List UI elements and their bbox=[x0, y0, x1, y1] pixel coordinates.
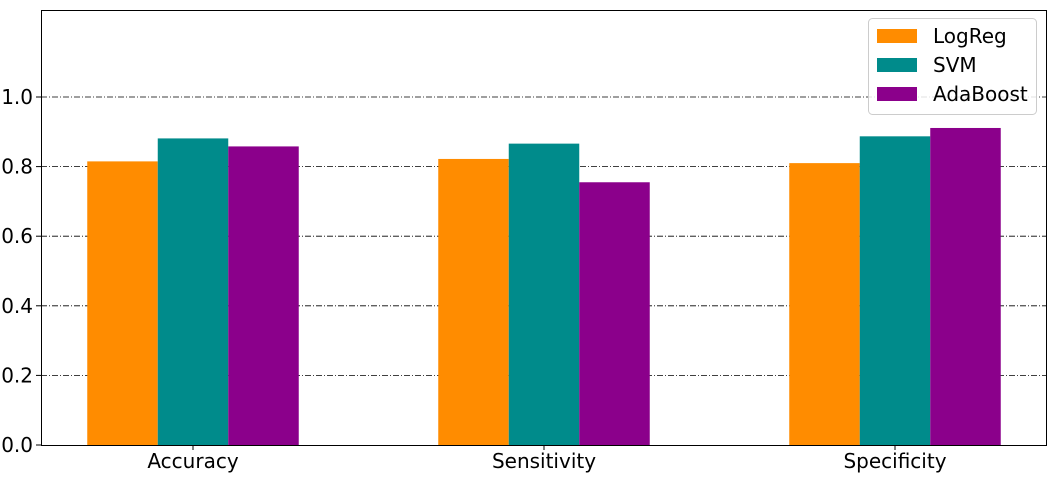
y-tick-label: 0.6 bbox=[1, 224, 33, 248]
x-axis: Accuracy Sensitivity Specificity bbox=[147, 445, 947, 473]
bar-svm-specificity bbox=[859, 136, 931, 445]
y-tick-label: 0.0 bbox=[1, 433, 33, 457]
y-tick-label: 1.0 bbox=[1, 85, 33, 109]
x-tick-label: Specificity bbox=[843, 449, 946, 473]
legend: LogReg SVM AdaBoost bbox=[868, 18, 1037, 115]
legend-label: AdaBoost bbox=[933, 82, 1028, 106]
x-tick-label: Sensitivity bbox=[492, 449, 596, 473]
legend-label: SVM bbox=[933, 53, 977, 77]
legend-swatch bbox=[877, 87, 917, 101]
bar-svm-accuracy bbox=[157, 138, 229, 446]
legend-label: LogReg bbox=[933, 24, 1007, 48]
bar-adaboost-sensitivity bbox=[579, 182, 650, 445]
bar-logreg-sensitivity bbox=[438, 158, 509, 445]
bar-adaboost-specificity bbox=[930, 127, 1001, 446]
legend-swatch bbox=[877, 58, 917, 72]
x-tick-label: Accuracy bbox=[147, 449, 238, 473]
legend-swatch bbox=[877, 29, 917, 43]
y-tick-label: 0.2 bbox=[1, 363, 33, 387]
y-tick-label: 0.8 bbox=[1, 155, 33, 179]
bar-adaboost-accuracy bbox=[228, 146, 299, 445]
bar-logreg-specificity bbox=[789, 163, 860, 445]
bar-svm-sensitivity bbox=[508, 143, 580, 445]
bars bbox=[87, 127, 1001, 446]
y-tick-label: 0.4 bbox=[1, 294, 33, 318]
bar-logreg-accuracy bbox=[87, 161, 158, 445]
y-axis: 0.0 0.2 0.4 0.6 0.8 1.0 bbox=[1, 85, 41, 457]
